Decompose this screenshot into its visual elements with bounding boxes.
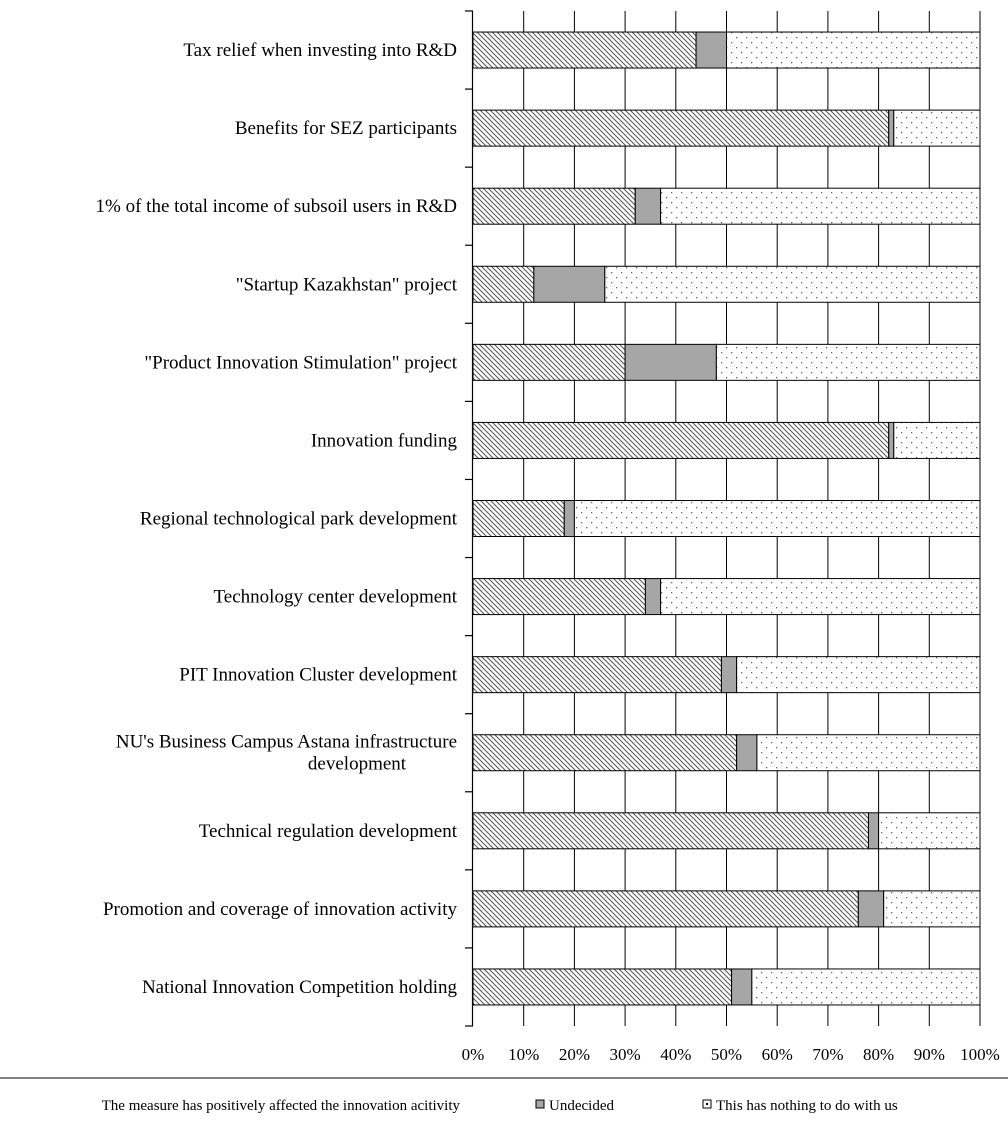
legend: The measure has positively affected the … — [0, 1077, 1008, 1114]
bar-segment-2-5 — [893, 421, 981, 459]
category-label-line: "Startup Kazakhstan" project — [236, 274, 458, 295]
category-label-line: 1% of the total income of subsoil users … — [96, 196, 457, 217]
category-label-line: PIT Innovation Cluster development — [179, 665, 457, 686]
bar-segment-0-4 — [472, 343, 626, 381]
bar-segment-2-8 — [736, 656, 981, 694]
x-tick-label: 0% — [462, 1045, 485, 1064]
bar-segment-1-2 — [634, 187, 662, 225]
bar-segment-0-12 — [472, 968, 733, 1006]
bar-segment-2-6 — [573, 500, 981, 537]
bar-segment-1-9 — [736, 734, 758, 772]
x-tick-label: 60% — [762, 1045, 793, 1064]
category-label-line: Technology center development — [214, 587, 458, 608]
category-label: Technical regulation development — [199, 821, 458, 842]
bar-segment-0-3 — [472, 265, 535, 303]
bar-segment-2-1 — [893, 109, 981, 147]
bar-segment-1-7 — [644, 578, 662, 616]
bar-segment-0-6 — [472, 500, 565, 537]
bar-segment-1-1 — [888, 109, 895, 147]
bar-segment-1-11 — [857, 890, 885, 928]
bar-segment-2-11 — [883, 890, 981, 928]
bar-segment-1-12 — [731, 968, 753, 1006]
bar-segment-2-0 — [726, 31, 981, 69]
category-label: Innovation funding — [311, 430, 458, 451]
x-tick-label: 70% — [812, 1045, 843, 1064]
bar-segment-0-5 — [472, 421, 890, 459]
x-tick-label: 30% — [610, 1045, 641, 1064]
x-tick-label: 10% — [508, 1045, 539, 1064]
x-tick-label: 100% — [960, 1045, 1000, 1064]
category-label: National Innovation Competition holding — [142, 977, 458, 998]
category-label-line: development — [308, 754, 407, 775]
x-tick-label: 50% — [711, 1045, 742, 1064]
bar-segment-1-8 — [720, 656, 738, 694]
legend-label-undecided: Undecided — [549, 1098, 614, 1114]
bar-segment-2-2 — [660, 187, 981, 225]
legend-label-nothing: This has nothing to do with us — [716, 1098, 898, 1114]
category-label-line: "Product Innovation Stimulation" project — [144, 352, 457, 373]
category-label: PIT Innovation Cluster development — [179, 665, 457, 686]
category-label-line: Regional technological park development — [140, 509, 458, 530]
category-label: 1% of the total income of subsoil users … — [96, 196, 457, 217]
bar-segment-2-7 — [660, 578, 981, 616]
category-label-line: Innovation funding — [311, 430, 458, 451]
x-tick-labels: 0% 10% 20% 30% 40% 50% 60% 70% 80% 90% 100% — [462, 1045, 1000, 1064]
bar-segment-1-5 — [888, 421, 895, 459]
category-label: NU's Business Campus Astana infrastructu… — [116, 732, 457, 775]
bar-segment-0-8 — [472, 656, 722, 694]
legend-swatch-nothing-dot — [706, 1103, 708, 1105]
category-label-line: Technical regulation development — [199, 821, 458, 842]
bar-segment-0-11 — [472, 890, 859, 928]
category-label-line: Benefits for SEZ participants — [235, 118, 457, 139]
x-tick-label: 40% — [660, 1045, 691, 1064]
category-label: "Product Innovation Stimulation" project — [144, 352, 457, 373]
bar-segment-1-4 — [624, 343, 717, 381]
bar-segment-0-10 — [472, 812, 869, 850]
bar-segment-1-0 — [695, 31, 728, 69]
bar-segment-0-0 — [472, 31, 697, 69]
category-label: Promotion and coverage of innovation act… — [103, 899, 458, 920]
bar-segment-2-4 — [715, 343, 981, 381]
bar-segment-0-7 — [472, 578, 646, 616]
category-label: "Startup Kazakhstan" project — [236, 274, 458, 295]
category-label-line: Tax relief when investing into R&D — [183, 40, 457, 61]
bar-segment-0-9 — [472, 734, 738, 772]
category-label: Technology center development — [214, 587, 458, 608]
bars — [472, 31, 981, 1006]
legend-label-positive: The measure has positively affected the … — [102, 1098, 461, 1114]
category-label: Benefits for SEZ participants — [235, 118, 457, 139]
x-tick-label: 90% — [914, 1045, 945, 1064]
bar-segment-1-6 — [563, 500, 575, 537]
bar-segment-2-10 — [878, 812, 981, 850]
bar-segment-0-2 — [472, 187, 636, 225]
bar-segment-2-9 — [756, 734, 981, 772]
category-labels: Tax relief when investing into R&D Benefi… — [96, 40, 458, 998]
bar-segment-1-10 — [867, 812, 880, 850]
axes — [465, 10, 474, 1027]
category-label: Regional technological park development — [140, 509, 458, 530]
x-tick-label: 20% — [559, 1045, 590, 1064]
bar-segment-2-12 — [751, 968, 981, 1006]
category-label-line: NU's Business Campus Astana infrastructu… — [116, 732, 457, 753]
legend-swatch-undecided — [535, 1099, 545, 1109]
category-label-line: National Innovation Competition holding — [142, 977, 458, 998]
bar-segment-2-3 — [604, 265, 981, 303]
bar-segment-0-1 — [472, 109, 890, 147]
bar-segment-1-3 — [533, 265, 606, 303]
x-tick-label: 80% — [863, 1045, 894, 1064]
category-label-line: Promotion and coverage of innovation act… — [103, 899, 458, 920]
category-label: Tax relief when investing into R&D — [183, 40, 457, 61]
